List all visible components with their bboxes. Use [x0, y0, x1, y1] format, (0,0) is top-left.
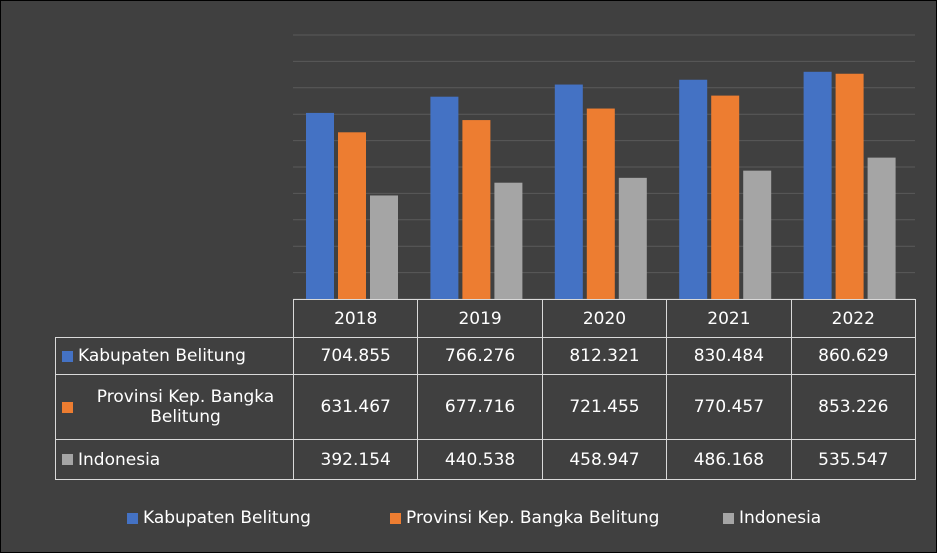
table-value: 770.457 [666, 374, 792, 440]
table-value: 766.276 [417, 337, 543, 375]
legend-swatch [390, 512, 401, 524]
bar [494, 182, 523, 299]
table-value: 535.547 [790, 439, 916, 480]
legend-swatch [723, 512, 734, 524]
table-value: 486.168 [666, 439, 792, 480]
legend-label: Kabupaten Belitung [143, 508, 311, 528]
table-header: 2020 [541, 299, 668, 338]
table-header: 2021 [666, 299, 792, 338]
table-row-label: Provinsi Kep. Bangka Belitung [55, 374, 294, 440]
bar [679, 79, 708, 299]
bar [338, 132, 366, 299]
bar [803, 71, 832, 299]
series-name: Kabupaten Belitung [78, 346, 246, 366]
legend-swatch [62, 401, 73, 413]
table-row-label: Indonesia [55, 439, 294, 480]
table-value: 830.484 [666, 337, 792, 375]
legend-item: Kabupaten Belitung [127, 508, 311, 528]
series-name: Indonesia [78, 449, 161, 470]
table-header: 2019 [417, 299, 543, 338]
bar [743, 170, 772, 299]
bar [618, 177, 647, 299]
table-value: 853.226 [790, 374, 916, 440]
table-value: 677.716 [417, 374, 543, 440]
table-value: 721.455 [541, 374, 668, 440]
table-header: 2022 [790, 299, 916, 338]
bar [586, 108, 615, 299]
legend-item: Provinsi Kep. Bangka Belitung [390, 508, 659, 528]
legend-swatch [127, 512, 138, 524]
bar [554, 84, 583, 299]
table-value: 631.467 [293, 374, 419, 440]
table-value: 458.947 [541, 439, 668, 480]
bar [711, 95, 740, 299]
series-name: Provinsi Kep. Bangka Belitung [96, 387, 275, 427]
table-value: 860.629 [790, 337, 916, 375]
legend-swatch [62, 454, 73, 465]
table-value: 440.538 [417, 439, 543, 480]
legend-item: Indonesia [723, 508, 821, 528]
bar [867, 157, 896, 299]
table-value: 392.154 [293, 439, 419, 480]
bar [430, 96, 459, 300]
bar [835, 73, 864, 299]
table-row-label: Kabupaten Belitung [55, 337, 294, 375]
legend-label: Provinsi Kep. Bangka Belitung [406, 508, 660, 528]
bar [462, 120, 491, 299]
table-header: 2018 [293, 299, 419, 338]
legend-label: Indonesia [739, 508, 822, 528]
legend-swatch [62, 350, 73, 362]
table-value: 812.321 [541, 337, 668, 375]
table-value: 704.855 [293, 337, 419, 375]
bar [306, 112, 334, 300]
bar [370, 195, 398, 299]
